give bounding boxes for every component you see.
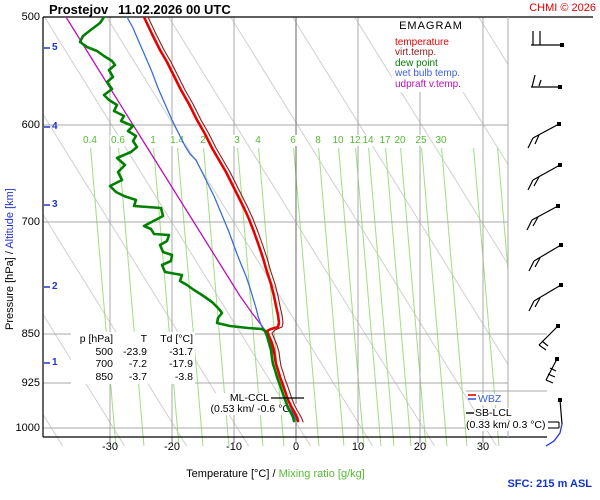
- sb-lcl-detail: (0.33 km/ 0.3 °C): [466, 419, 546, 431]
- y-axis-title: Pressure [hPa] / Altitude [km]: [4, 188, 16, 330]
- table-cell: -31.7: [169, 345, 193, 358]
- x-axis-title-temperature: Temperature [°C]: [186, 468, 270, 480]
- y-axis-title-pressure: Pressure [hPa]: [4, 257, 16, 330]
- legend-item-wet-bulb-temp: wet bulb temp.: [395, 68, 461, 79]
- x-axis-title: Temperature [°C] / Mixing ratio [g/kg]: [43, 468, 508, 480]
- table-col-header: T: [140, 333, 147, 345]
- legend-title: EMAGRAM: [399, 20, 463, 32]
- table-cell: 700: [95, 358, 113, 370]
- legend-item-udpraft-v-temp: udpraft v.temp.: [395, 78, 461, 90]
- pressure-tick-label-925: 925: [21, 377, 40, 389]
- mixing-ratio-label-8: 8: [314, 135, 322, 146]
- temperature-tick-label-30: 30: [476, 441, 490, 453]
- surface-elevation-label: SFC: 215 m ASL: [507, 478, 592, 490]
- table-cell: 500: [95, 345, 113, 358]
- x-axis-title-mixing: Mixing ratio [g/kg]: [278, 468, 365, 480]
- table-header-row: p [hPa] T Td [°C]: [73, 333, 193, 346]
- altitude-tick-label-5: 5: [52, 42, 58, 53]
- mixing-ratio-label-20: 20: [393, 135, 407, 146]
- mixing-ratio-label-6: 6: [289, 135, 297, 146]
- table-col-header: Td [°C]: [160, 333, 193, 345]
- altitude-tick-label-4: 4: [52, 121, 58, 132]
- pressure-tick-label-500: 500: [21, 11, 40, 23]
- y-axis-title-sep: /: [4, 248, 16, 258]
- temperature-tick-label-0: 0: [292, 441, 300, 453]
- temperature-tick-label--30: -30: [102, 441, 118, 453]
- mixing-ratio-label-1.4: 1.4: [169, 135, 185, 146]
- mixing-ratio-label-3: 3: [233, 135, 241, 146]
- mixing-ratio-label-4: 4: [254, 135, 262, 146]
- altitude-tick-label-1: 1: [52, 357, 58, 368]
- pressure-tick-label-600: 600: [21, 119, 40, 131]
- mixing-ratio-label-30: 30: [434, 135, 448, 146]
- wbz-label: WBZ: [478, 393, 502, 405]
- mixing-ratio-label-2: 2: [199, 135, 207, 146]
- legend-item-virt-temp: virt.temp.: [395, 47, 437, 58]
- legend-items: temperature virt.temp. dew point wet bulb t…: [395, 36, 467, 91]
- altitude-tick-label-3: 3: [52, 199, 58, 210]
- table-cell: 850: [95, 370, 113, 383]
- mixing-ratio-label-10: 10: [331, 135, 345, 146]
- temperature-tick-label-20: 20: [413, 441, 427, 453]
- altitude-tick-label-2: 2: [52, 281, 58, 292]
- temperature-tick-label-10: 10: [351, 441, 365, 453]
- table-row: 700 -7.2 -17.9: [73, 358, 193, 371]
- temperature-tick-label--20: -20: [164, 441, 180, 453]
- table-row: 500 -23.9 -31.7: [73, 346, 193, 359]
- mixing-ratio-label-1: 1: [149, 135, 157, 146]
- table-row: 850 -3.7 -3.8: [73, 371, 193, 384]
- mixing-ratio-label-0.6: 0.6: [110, 135, 126, 146]
- mixing-ratio-label-0.4: 0.4: [82, 135, 98, 146]
- legend-item-temperature: temperature: [395, 36, 449, 48]
- legend-item-dew-point: dew point: [395, 57, 438, 69]
- ml-ccl-detail: (0.53 km/ -0.6 °C): [206, 404, 298, 415]
- pressure-tick-label-700: 700: [21, 216, 40, 228]
- x-axis-title-sep: /: [269, 468, 279, 480]
- pressure-tick-label-850: 850: [21, 328, 40, 340]
- legend-box: EMAGRAM temperature virt.temp. dew point we…: [392, 19, 470, 92]
- mixing-ratio-label-25: 25: [414, 135, 428, 146]
- mixing-ratio-label-17: 17: [378, 135, 392, 146]
- temperature-tick-label--10: -10: [226, 441, 242, 453]
- sb-lcl-label: SB-LCL: [475, 407, 512, 419]
- sounding-values-table: p [hPa] T Td [°C] 500 -23.9 -31.7 700 -7.2 -17.…: [71, 332, 195, 384]
- table-cell: -3.8: [174, 370, 193, 383]
- mixing-ratio-label-12: 12: [348, 135, 362, 146]
- table-cell: -7.2: [128, 358, 147, 370]
- y-axis-title-altitude: Altitude [km]: [4, 188, 16, 249]
- station-name: Prostejov: [49, 2, 109, 17]
- sounding-datetime: 11.02.2026 00 UTC: [118, 2, 231, 17]
- table-cell: -3.7: [128, 370, 147, 383]
- table-col-header: p [hPa]: [79, 333, 113, 345]
- table-body: 500 -23.9 -31.7 700 -7.2 -17.9 850 -3.7 -3.8: [73, 346, 193, 384]
- table-cell: -17.9: [169, 358, 193, 370]
- table-cell: -23.9: [123, 345, 147, 358]
- mixing-ratio-label-14: 14: [361, 135, 375, 146]
- copyright-notice: CHMI © 2026: [529, 2, 596, 14]
- pressure-tick-label-1000: 1000: [15, 422, 40, 434]
